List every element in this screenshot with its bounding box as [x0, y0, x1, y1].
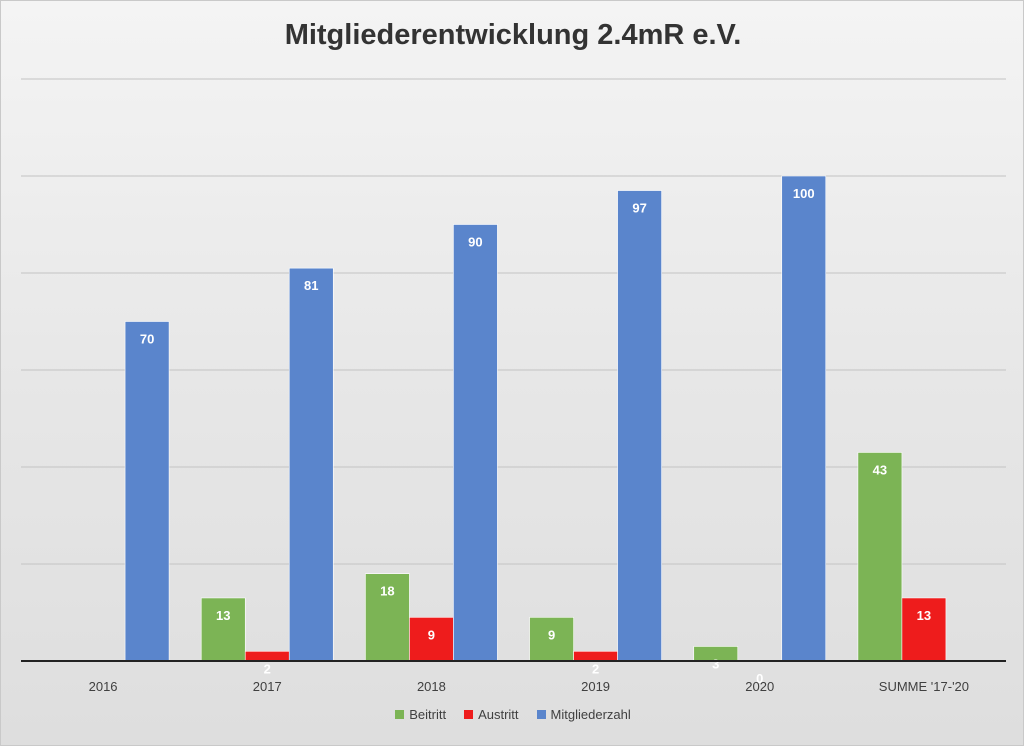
- data-label: 0: [756, 671, 763, 686]
- x-tick-label: SUMME '17-'20: [879, 679, 969, 694]
- bar-mitgliederzahl-4: [781, 175, 827, 662]
- data-label: 2: [264, 661, 271, 676]
- bar-mitgliederzahl-1: [288, 267, 334, 662]
- data-label: 70: [140, 332, 154, 347]
- data-label: 13: [917, 608, 931, 623]
- data-label: 90: [468, 235, 482, 250]
- legend-swatch: [536, 710, 546, 719]
- bar-beitritt-5: [857, 452, 903, 662]
- bar-beitritt-1: [200, 597, 246, 662]
- bar-austritt-3: [573, 650, 618, 662]
- legend-swatch: [395, 710, 405, 719]
- data-label: 18: [380, 584, 394, 599]
- bar-austritt-1: [244, 650, 290, 662]
- data-label: 13: [216, 608, 230, 623]
- data-label: 2: [592, 661, 599, 676]
- data-label: 43: [873, 462, 887, 477]
- legend-item-mitgliederzahl: Mitgliederzahl: [536, 707, 631, 722]
- data-label: 3: [712, 656, 719, 671]
- x-tick-label: 2016: [89, 679, 118, 694]
- legend-label: Austritt: [478, 707, 519, 722]
- x-tick-label: 2020: [745, 679, 774, 694]
- chart-title: Mitgliederentwicklung 2.4mR e.V.: [284, 19, 742, 51]
- data-label: 9: [548, 627, 555, 642]
- bar-mitgliederzahl-0: [124, 321, 170, 662]
- data-label: 81: [304, 278, 318, 293]
- x-tick-label: 2018: [417, 679, 446, 694]
- legend-label: Beitritt: [409, 707, 447, 722]
- bar-austritt-5: [901, 597, 947, 662]
- legend: Beitritt Austritt Mitgliederzahl: [1, 707, 1024, 722]
- bar-mitgliederzahl-2: [453, 224, 498, 662]
- x-tick-label: 2019: [581, 679, 610, 694]
- data-label: 9: [428, 627, 435, 642]
- data-label: 100: [793, 186, 815, 201]
- legend-swatch: [464, 710, 474, 719]
- legend-item-beitritt: Beitritt: [395, 707, 446, 722]
- bar-mitgliederzahl-3: [617, 190, 662, 662]
- legend-label: Mitgliederzahl: [550, 707, 631, 722]
- data-label: 97: [632, 201, 646, 216]
- legend-item-austritt: Austritt: [464, 707, 519, 722]
- x-tick-label: 2017: [253, 679, 282, 694]
